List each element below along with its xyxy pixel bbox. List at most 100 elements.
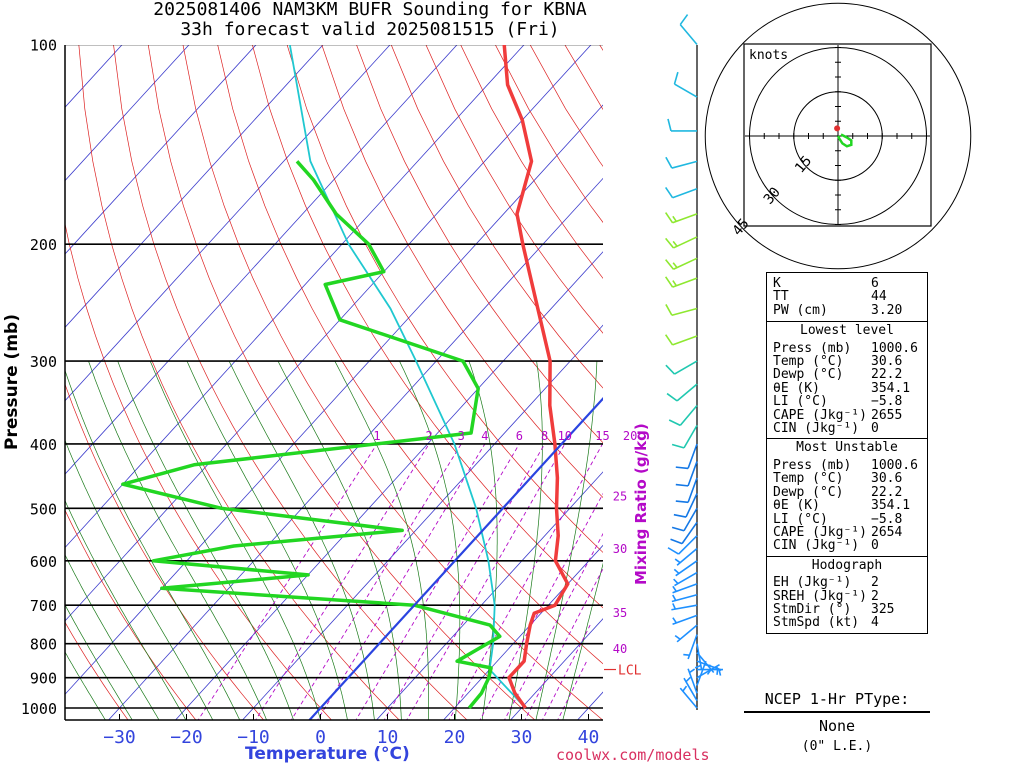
index-row: Temp (°C) 30.6 — [767, 471, 927, 487]
wind-barb — [671, 603, 698, 611]
index-row: CIN (Jkg⁻¹) 0 — [767, 421, 927, 437]
moist-adiabat-line — [508, 361, 543, 720]
mixing-ratio-line — [255, 443, 430, 720]
mixing-ratio-tick-label: 20 — [623, 429, 637, 443]
mixing-ratio-label: Mixing Ratio (g/kg) — [632, 423, 650, 585]
mixing-ratio-line — [524, 567, 603, 720]
credit-text[interactable]: coolwx.com/models — [556, 746, 710, 764]
mixing-ratio-line — [317, 443, 486, 720]
index-value: 4 — [871, 615, 879, 631]
index-row: θE (K) 354.1 — [767, 380, 927, 396]
wind-barb — [665, 304, 698, 317]
dewpoint-trace — [121, 160, 502, 710]
index-value: 2 — [871, 588, 879, 604]
isotherm-line — [65, 45, 525, 549]
wind-barb — [664, 334, 698, 346]
dry-adiabat-line — [65, 621, 129, 720]
wind-barb — [683, 634, 698, 660]
index-name: Press (mb) — [773, 340, 852, 356]
dry-adiabat-line — [65, 383, 265, 720]
dry-adiabat-line — [65, 222, 332, 720]
index-name: CAPE (Jkg⁻¹) — [773, 407, 867, 423]
mixing-ratio-line — [448, 443, 603, 720]
pressure-tick-label: 1000 — [21, 700, 57, 718]
index-name: Dewp (°C) — [773, 484, 844, 500]
isotherm-line — [65, 45, 257, 255]
index-row: EH (Jkg⁻¹) 2 — [767, 576, 927, 590]
wind-barb — [671, 507, 698, 532]
moist-adiabat-line — [228, 360, 375, 720]
isotherm-line — [65, 45, 391, 402]
index-row: CAPE (Jkg⁻¹) 2654 — [767, 524, 927, 540]
index-name: K — [773, 276, 781, 291]
moist-adiabat-line — [399, 360, 461, 720]
index-row: LI (°C) −5.8 — [767, 512, 927, 526]
pressure-tick-label: 500 — [30, 500, 57, 518]
wind-barb — [673, 493, 698, 518]
index-name: StmSpd (kt) — [773, 615, 860, 631]
dry-adiabat-line — [147, 45, 536, 720]
wind-barb — [683, 676, 698, 702]
index-name: StmDir (°) — [773, 601, 852, 617]
indices-panel: K 6 TT 44 PW (cm) 3.20 Lowest level Press (mb… — [766, 272, 928, 634]
temperature-trace — [502, 45, 570, 710]
index-row: Press (mb) 1000.6 — [767, 457, 927, 473]
pressure-tick-label: 900 — [30, 670, 57, 688]
wind-barb — [672, 583, 698, 594]
ptype-panel: NCEP 1-Hr PType: None (0" L.E.) — [744, 690, 930, 754]
mixing-ratio-tick-label: 1 — [373, 429, 380, 443]
index-name: TT — [773, 289, 789, 305]
pressure-tick-label: 100 — [30, 37, 57, 55]
index-value: 6 — [871, 276, 879, 291]
moist-adiabat-line — [562, 562, 603, 720]
index-row: Dewp (°C) 22.2 — [767, 484, 927, 500]
index-value: 2654 — [871, 524, 903, 540]
isotherm-line — [376, 471, 603, 720]
mixing-ratio-line — [479, 492, 603, 720]
moist-adiabat-line — [65, 604, 133, 720]
index-value: 0 — [871, 538, 879, 554]
dry-adiabat-line — [390, 45, 603, 389]
moist-adiabat-line — [277, 360, 402, 720]
wind-barb — [673, 571, 698, 587]
dry-adiabat-line — [78, 45, 400, 720]
dry-adiabat-line — [321, 45, 603, 498]
index-row: Press (mb) 1000.6 — [767, 340, 927, 356]
moist-adiabat-line — [65, 439, 214, 720]
wind-barb — [671, 593, 698, 603]
dry-adiabat-line — [356, 45, 603, 444]
dry-adiabat-line — [460, 45, 603, 279]
wind-barb — [674, 624, 698, 643]
x-axis-label: Temperature (°C) — [245, 744, 410, 764]
isotherm-line — [175, 251, 603, 720]
index-name: PW (cm) — [773, 302, 828, 318]
wind-barb — [667, 535, 698, 555]
temperature-tick-label: 0 — [315, 727, 326, 748]
index-value: 1000.6 — [871, 340, 918, 356]
mixing-ratio-line — [557, 660, 588, 720]
index-row: StmSpd (kt) 4 — [767, 615, 927, 631]
pressure-tick-label: 400 — [30, 436, 57, 454]
wind-barb — [671, 424, 698, 449]
isotherm-line — [108, 177, 603, 720]
index-value: 0 — [871, 421, 879, 437]
index-name: Temp (°C) — [773, 471, 844, 487]
isotherm-line — [65, 45, 458, 475]
wind-barb — [664, 276, 698, 288]
index-row: LI (°C) −5.8 — [767, 395, 927, 409]
temperature-tick-label: 10 — [377, 727, 399, 748]
index-row: CIN (Jkg⁻¹) 0 — [767, 538, 927, 554]
index-value: 354.1 — [871, 380, 911, 396]
mixing-ratio-line — [406, 443, 566, 720]
index-name: CAPE (Jkg⁻¹) — [773, 524, 867, 540]
pressure-tick-label: 200 — [30, 236, 57, 254]
index-value: 1000.6 — [871, 457, 918, 473]
index-name: SREH (Jkg⁻¹) — [773, 588, 867, 604]
index-value: 325 — [871, 601, 895, 617]
index-value: 30.6 — [871, 471, 903, 487]
index-value: 22.2 — [871, 367, 903, 383]
index-name: Temp (°C) — [773, 354, 844, 370]
wind-barb — [675, 477, 698, 504]
